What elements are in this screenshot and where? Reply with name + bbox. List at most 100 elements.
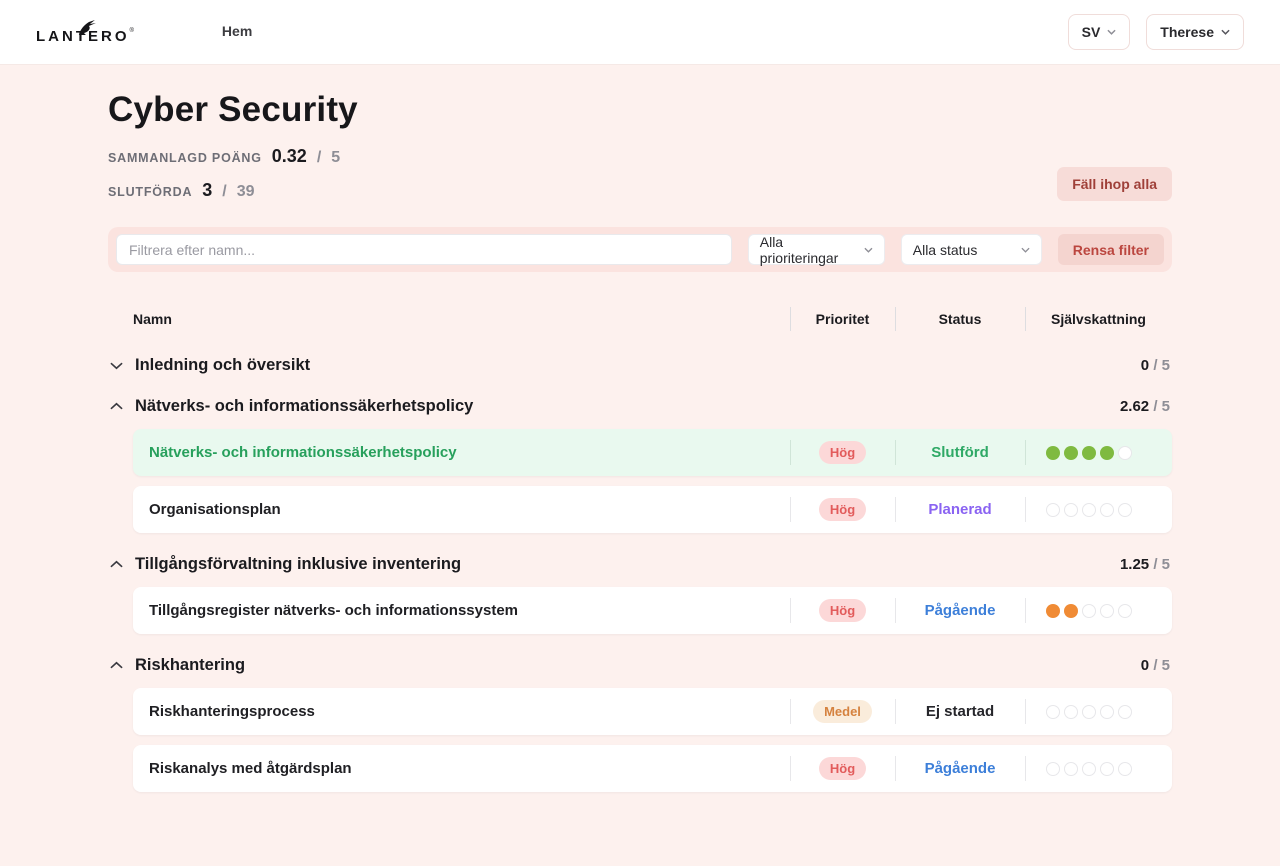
item-name: Organisationsplan bbox=[149, 501, 281, 518]
total-score-label: SAMMANLAGD POÄNG bbox=[108, 151, 262, 165]
group-score-max: 5 bbox=[1161, 398, 1170, 415]
score-separator: / bbox=[1153, 556, 1158, 573]
chevron-up-icon[interactable] bbox=[110, 400, 124, 414]
group-row[interactable]: Nätverks- och informationssäkerhetspolic… bbox=[108, 397, 1172, 416]
rating-dot-filled bbox=[1046, 603, 1060, 618]
item-priority-cell: Hög bbox=[790, 486, 895, 533]
completed-count-row: SLUTFÖRDA 3 / 39 bbox=[108, 180, 340, 201]
column-header-priority: Prioritet bbox=[790, 304, 895, 334]
item-name: Tillgångsregister nätverks- och informat… bbox=[149, 602, 519, 619]
item-priority-cell: Medel bbox=[790, 688, 895, 735]
chevron-down-icon bbox=[864, 247, 873, 253]
item-priority-cell: Hög bbox=[790, 745, 895, 792]
table-body: Inledning och översikt 0 / 5 Nätverks- och… bbox=[108, 356, 1172, 792]
chevron-up-icon[interactable] bbox=[110, 659, 124, 673]
priority-badge: Medel bbox=[813, 700, 872, 723]
group-score: 1.25 / 5 bbox=[1120, 556, 1170, 573]
rating-dot-empty bbox=[1100, 502, 1114, 517]
item-rating-cell bbox=[1025, 486, 1172, 533]
rating-dot-empty bbox=[1064, 704, 1078, 719]
priority-filter-value: Alla prioriteringar bbox=[759, 233, 839, 266]
chevron-down-icon[interactable] bbox=[110, 359, 124, 373]
group-row[interactable]: Tillgångsförvaltning inklusive inventeri… bbox=[108, 555, 1172, 574]
rating-dot-empty bbox=[1046, 704, 1060, 719]
status-label: Slutförd bbox=[931, 444, 989, 461]
chevron-down-icon bbox=[1107, 29, 1116, 35]
status-label: Ej startad bbox=[925, 703, 995, 720]
item-status-cell: Pågående bbox=[895, 587, 1025, 634]
checklist-item-row[interactable]: Organisationsplan Hög Planerad bbox=[133, 486, 1172, 533]
rating-dot-empty bbox=[1082, 761, 1096, 776]
checklist-item-row[interactable]: Riskanalys med åtgärdsplan Hög Pågående bbox=[133, 745, 1172, 792]
rating-dot-filled bbox=[1082, 445, 1096, 460]
column-header-name: Namn bbox=[133, 311, 172, 327]
chevron-up-icon[interactable] bbox=[110, 558, 124, 572]
column-header-rating: Självskattning bbox=[1025, 304, 1172, 334]
group-score-value: 0 bbox=[1140, 357, 1150, 374]
collapse-all-button[interactable]: Fäll ihop alla bbox=[1057, 167, 1172, 201]
group-score: 2.62 / 5 bbox=[1120, 398, 1170, 415]
nav-item-home[interactable]: Hem bbox=[221, 23, 253, 39]
group-name: Riskhantering bbox=[135, 656, 246, 674]
priority-badge: Hög bbox=[818, 757, 867, 780]
item-rating-cell bbox=[1025, 688, 1172, 735]
item-status-cell: Ej startad bbox=[895, 688, 1025, 735]
status-label: Planerad bbox=[928, 501, 992, 518]
priority-filter-select[interactable]: Alla prioriteringar bbox=[747, 233, 885, 266]
checklist-item-row[interactable]: Riskhanteringsprocess Medel Ej startad bbox=[133, 688, 1172, 735]
rating-dot-filled bbox=[1064, 603, 1078, 618]
group-row[interactable]: Riskhantering 0 / 5 bbox=[108, 656, 1172, 675]
page-title: Cyber Security bbox=[108, 90, 358, 129]
rating-dot-empty bbox=[1118, 502, 1132, 517]
status-filter-select[interactable]: Alla status bbox=[900, 234, 1042, 265]
item-status-cell: Slutförd bbox=[895, 429, 1025, 476]
status-label: Pågående bbox=[924, 760, 996, 777]
score-separator: / bbox=[222, 183, 227, 200]
score-separator: / bbox=[1153, 398, 1158, 415]
logo-trademark: ® bbox=[129, 28, 134, 34]
status-filter-value: Alla status bbox=[912, 241, 978, 258]
item-name: Riskanalys med åtgärdsplan bbox=[149, 760, 352, 777]
group-score-max: 5 bbox=[1161, 357, 1170, 374]
completed-max: 39 bbox=[236, 183, 255, 200]
language-dropdown[interactable]: SV bbox=[1067, 14, 1131, 50]
clear-filters-button[interactable]: Rensa filter bbox=[1057, 234, 1164, 265]
score-summary: SAMMANLAGD POÄNG 0.32 / 5 SLUTFÖRDA 3 / … bbox=[108, 146, 340, 201]
group-row[interactable]: Inledning och översikt 0 / 5 bbox=[108, 356, 1172, 375]
item-rating-cell bbox=[1025, 429, 1172, 476]
main-nav: Hem bbox=[222, 23, 252, 41]
group-score-max: 5 bbox=[1161, 657, 1170, 674]
logo-wordmark: LANTERO bbox=[36, 28, 130, 45]
item-name: Riskhanteringsprocess bbox=[149, 703, 315, 720]
rating-dot-filled bbox=[1064, 445, 1078, 460]
score-separator: / bbox=[316, 149, 322, 166]
rating-dot-empty bbox=[1064, 761, 1078, 776]
user-dropdown[interactable]: Therese bbox=[1146, 14, 1244, 50]
rating-dot-filled bbox=[1046, 445, 1060, 460]
group-score: 0 / 5 bbox=[1141, 357, 1170, 374]
chevron-down-icon bbox=[1221, 29, 1230, 35]
rating-dot-empty bbox=[1118, 704, 1132, 719]
total-score-row: SAMMANLAGD POÄNG 0.32 / 5 bbox=[108, 146, 340, 167]
table-header: Namn Prioritet Status Självskattning bbox=[108, 304, 1172, 334]
group-score: 0 / 5 bbox=[1141, 657, 1170, 674]
completed-value: 3 bbox=[202, 180, 213, 200]
user-dropdown-label: Therese bbox=[1160, 24, 1214, 40]
language-dropdown-label: SV bbox=[1081, 24, 1101, 40]
checklist-item-row[interactable]: Tillgångsregister nätverks- och informat… bbox=[133, 587, 1172, 634]
rating-dots bbox=[1025, 704, 1172, 719]
chevron-down-icon bbox=[1021, 247, 1030, 253]
top-navigation-bar: LANTERO® Hem SV Therese bbox=[0, 0, 1280, 64]
group-score-value: 2.62 bbox=[1119, 398, 1150, 415]
rating-dot-empty bbox=[1046, 502, 1060, 517]
name-filter-input[interactable] bbox=[116, 234, 732, 265]
rating-dots bbox=[1025, 603, 1172, 618]
column-header-status: Status bbox=[895, 304, 1025, 334]
item-rating-cell bbox=[1025, 587, 1172, 634]
app-logo[interactable]: LANTERO® bbox=[36, 18, 134, 46]
checklist-item-row[interactable]: Nätverks- och informationssäkerhetspolic… bbox=[133, 429, 1172, 476]
rating-dot-empty bbox=[1082, 704, 1096, 719]
rating-dot-empty bbox=[1118, 761, 1132, 776]
main-content: Cyber Security SAMMANLAGD POÄNG 0.32 / 5… bbox=[108, 64, 1172, 792]
group-name: Nätverks- och informationssäkerhetspolic… bbox=[135, 397, 474, 415]
